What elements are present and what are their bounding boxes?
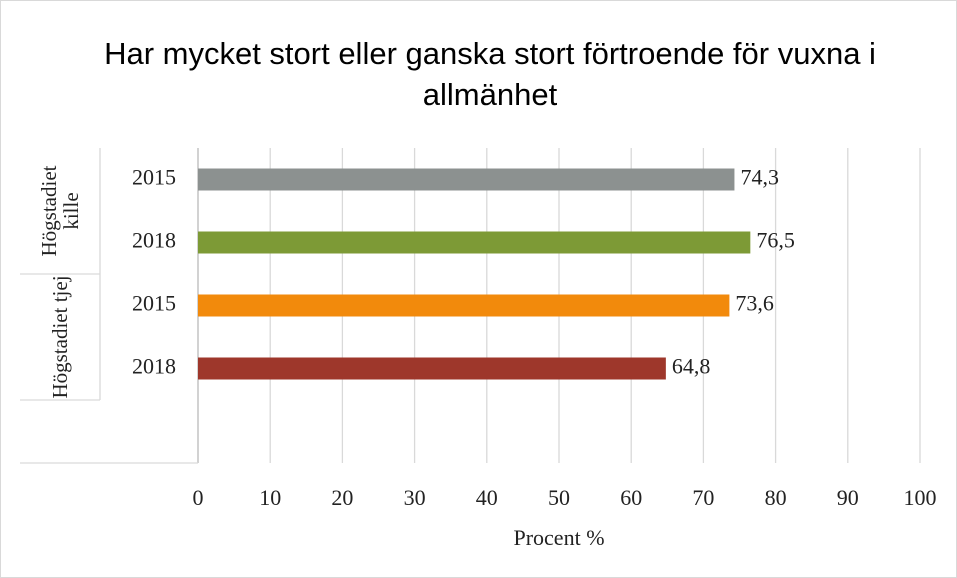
x-tick-label: 50 [548, 485, 570, 510]
y-tick-label: 2015 [132, 165, 176, 190]
y-tick-label: 2018 [132, 228, 176, 253]
data-label: 64,8 [672, 354, 711, 379]
data-label: 73,6 [735, 291, 774, 316]
bar [198, 231, 751, 254]
x-tick-label: 10 [259, 485, 281, 510]
group-label: Högstadiet kille [37, 165, 83, 257]
x-tick-label: 70 [692, 485, 714, 510]
bar [198, 357, 666, 380]
bar [198, 294, 730, 317]
data-label: 74,3 [740, 165, 779, 190]
y-tick-label: 2015 [132, 291, 176, 316]
x-tick-label: 90 [837, 485, 859, 510]
x-tick-label: 100 [904, 485, 937, 510]
x-tick-label: 30 [404, 485, 426, 510]
y-tick-label: 2018 [132, 354, 176, 379]
x-tick-label: 40 [476, 485, 498, 510]
x-tick-label: 0 [193, 485, 204, 510]
x-axis-label: Procent % [513, 525, 604, 550]
x-tick-label: 60 [620, 485, 642, 510]
x-tick-label: 20 [331, 485, 353, 510]
x-tick-label: 80 [765, 485, 787, 510]
bar [198, 168, 735, 191]
chart-title: Har mycket stort eller ganska stort fört… [104, 36, 876, 112]
group-label: Högstadiet tjej [48, 275, 72, 399]
data-label: 76,5 [756, 228, 795, 253]
